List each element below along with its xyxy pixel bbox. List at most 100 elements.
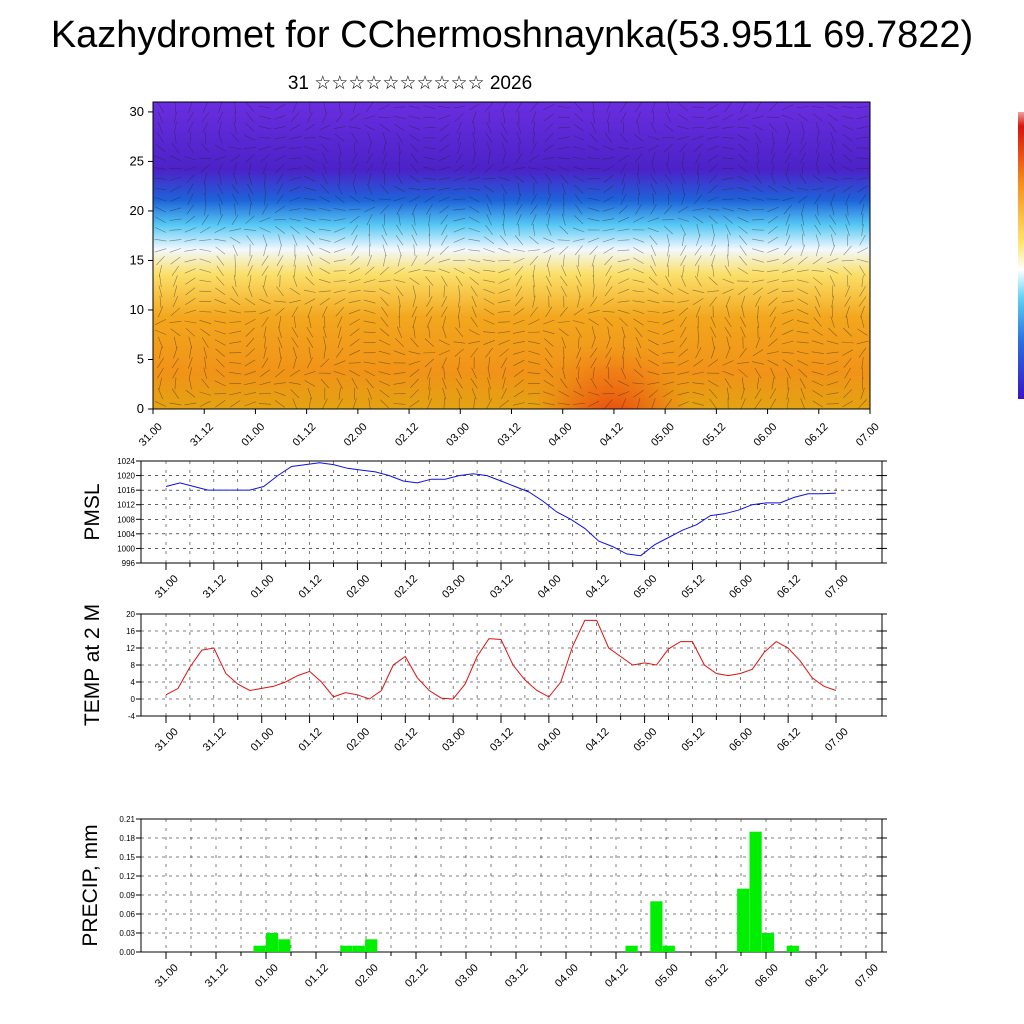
x-tick-label: 05.00 bbox=[649, 421, 677, 449]
y-axis-label: PRECIP, mm bbox=[79, 824, 102, 946]
x-tick-label: 03.00 bbox=[440, 573, 468, 601]
x-tick-label: 05.00 bbox=[631, 726, 659, 754]
x-tick-label: 31.00 bbox=[153, 726, 181, 754]
x-tick-label: 03.12 bbox=[503, 962, 531, 990]
temp-panel: -4 0 4 8 12 16 20 31.00 31.12 01.00 01.12 02.00 02.1… bbox=[81, 604, 887, 754]
x-tick-label: 04.12 bbox=[584, 726, 612, 754]
x-tick-label: 06.12 bbox=[775, 726, 803, 754]
x-tick-label: 07.00 bbox=[823, 573, 851, 601]
panel-frame bbox=[140, 613, 883, 717]
y-tick-label: 5 bbox=[137, 351, 144, 366]
precip-bar bbox=[737, 888, 750, 952]
y-tick-label: 20 bbox=[130, 203, 144, 218]
precip-bar bbox=[365, 939, 378, 952]
precip-bar bbox=[265, 933, 279, 952]
temp-line bbox=[165, 619, 837, 700]
y-tick-label: 1020 bbox=[117, 472, 135, 481]
x-tick-label: 05.12 bbox=[700, 421, 728, 449]
y-tick-label: 0.21 bbox=[119, 815, 135, 824]
x-tick-label: 04.12 bbox=[598, 421, 626, 449]
y-tick-label: 0 bbox=[137, 401, 144, 416]
x-tick-label: 04.00 bbox=[553, 962, 581, 990]
x-tick-label: 31.12 bbox=[201, 573, 229, 601]
y-axis-label: PMSL bbox=[81, 483, 104, 540]
wind-barbs bbox=[154, 102, 869, 409]
precip-bar bbox=[253, 945, 266, 952]
precip-bar bbox=[625, 945, 638, 952]
x-tick-label: 31.00 bbox=[153, 573, 181, 601]
x-tick-label: 01.00 bbox=[249, 573, 277, 601]
x-tick-label: 01.12 bbox=[296, 573, 324, 601]
x-tick-label: 04.00 bbox=[547, 421, 575, 449]
y-tick-label: 1016 bbox=[117, 486, 135, 495]
x-tick-label: 31.00 bbox=[137, 421, 165, 449]
x-tick-label: 05.12 bbox=[679, 573, 707, 601]
x-tick-label: 05.00 bbox=[631, 573, 659, 601]
x-tick-label: 07.00 bbox=[853, 962, 881, 990]
x-tick-label: 06.00 bbox=[727, 573, 755, 601]
x-tick-label: 03.12 bbox=[495, 421, 523, 449]
x-tick-label: 01.12 bbox=[303, 962, 331, 990]
x-tick-label: 02.12 bbox=[403, 962, 431, 990]
pmsl-line bbox=[165, 462, 837, 557]
x-tick-label: 01.00 bbox=[249, 726, 277, 754]
x-tick-label: 05.12 bbox=[679, 726, 707, 754]
x-tick-label: 02.00 bbox=[353, 962, 381, 990]
y-tick-label: 1008 bbox=[117, 515, 135, 524]
precip-bar bbox=[650, 901, 663, 952]
x-tick-label: 03.00 bbox=[453, 962, 481, 990]
x-tick-label: 02.00 bbox=[344, 573, 372, 601]
heatmap-fill bbox=[153, 102, 870, 409]
x-tick-label: 31.12 bbox=[188, 421, 216, 449]
y-tick-label: 1024 bbox=[117, 457, 135, 466]
precip-panel: 0.00 0.03 0.06 0.09 0.12 0.15 0.18 0.21 31.00 31.… bbox=[79, 815, 887, 990]
x-tick-label: 07.00 bbox=[823, 726, 851, 754]
precip-bar bbox=[761, 933, 775, 952]
x-tick-label: 01.00 bbox=[239, 421, 267, 449]
y-tick-label: 8 bbox=[131, 661, 136, 670]
y-tick-label: 0.18 bbox=[119, 834, 135, 843]
x-tick-label: 06.12 bbox=[803, 421, 831, 449]
x-tick-label: 31.12 bbox=[203, 962, 231, 990]
y-tick-label: 1000 bbox=[117, 544, 135, 553]
precip-bar bbox=[786, 945, 799, 952]
y-tick-label: 0.15 bbox=[119, 853, 135, 862]
x-tick-label: 03.12 bbox=[488, 573, 516, 601]
x-tick-label: 07.00 bbox=[854, 421, 882, 449]
panel-frame bbox=[140, 460, 883, 564]
x-tick-label: 02.00 bbox=[344, 726, 372, 754]
y-tick-label: 0.12 bbox=[119, 872, 135, 881]
y-tick-label: 0.00 bbox=[119, 948, 135, 957]
y-tick-label: 996 bbox=[122, 559, 136, 568]
panel-frame bbox=[140, 818, 883, 953]
pmsl-panel: 996 1000 1004 1008 1012 1016 1020 1024 31.00 31.1… bbox=[81, 457, 887, 601]
x-tick-label: 01.12 bbox=[296, 726, 324, 754]
x-tick-label: 04.12 bbox=[603, 962, 631, 990]
precip-bar bbox=[278, 939, 291, 952]
chart-title: Kazhydromet for CChermoshnaynka(53.9511 … bbox=[50, 14, 974, 56]
x-tick-label: 06.00 bbox=[751, 421, 779, 449]
x-tick-label: 06.00 bbox=[727, 726, 755, 754]
precip-bar bbox=[352, 945, 365, 952]
y-tick-label: 0 bbox=[131, 695, 136, 704]
x-tick-label: 03.00 bbox=[444, 421, 472, 449]
y-tick-label: 0.09 bbox=[119, 891, 135, 900]
x-tick-label: 04.00 bbox=[536, 573, 564, 601]
x-tick-label: 31.12 bbox=[201, 726, 229, 754]
precip-bar bbox=[749, 831, 762, 952]
x-tick-label: 01.00 bbox=[253, 962, 281, 990]
x-tick-label: 04.00 bbox=[536, 726, 564, 754]
precip-bar bbox=[340, 945, 353, 952]
y-tick-label: 12 bbox=[126, 644, 135, 653]
y-tick-label: 1004 bbox=[117, 530, 135, 539]
y-tick-label: 30 bbox=[130, 104, 144, 119]
x-tick-label: 02.12 bbox=[392, 726, 420, 754]
y-tick-label: 1012 bbox=[117, 501, 135, 510]
y-axis-label: TEMP at 2 M bbox=[81, 604, 104, 726]
chart-subtitle: 31 ☆☆☆☆☆☆☆☆☆☆ 2026 bbox=[287, 73, 533, 94]
colorbar bbox=[1018, 112, 1024, 399]
x-tick-label: 06.12 bbox=[775, 573, 803, 601]
x-tick-label: 06.00 bbox=[753, 962, 781, 990]
y-tick-label: 10 bbox=[130, 302, 144, 317]
